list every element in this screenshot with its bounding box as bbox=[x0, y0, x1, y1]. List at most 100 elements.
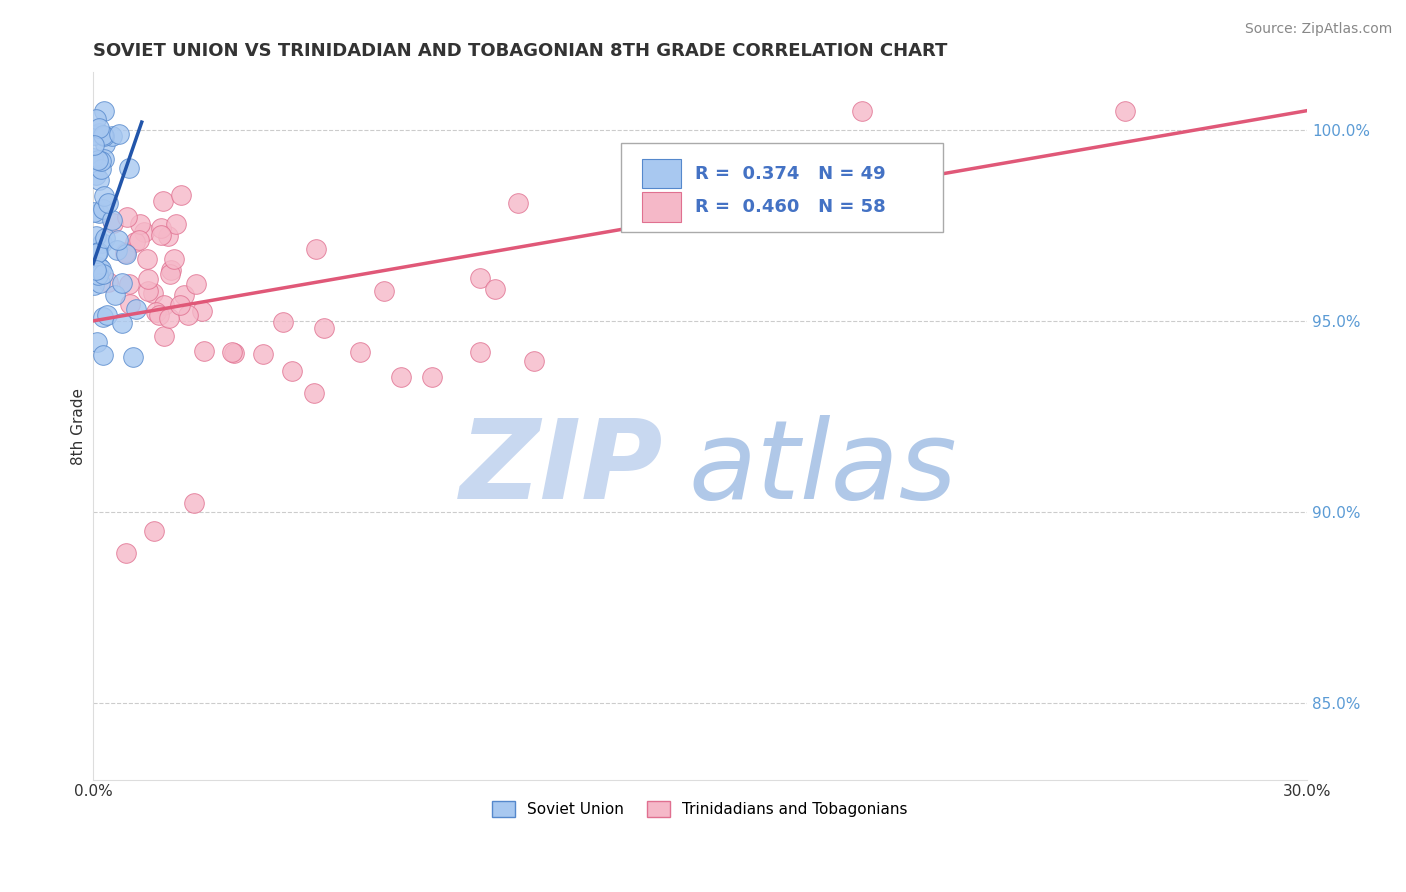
Point bbox=[108, 127, 131, 141]
Legend: Soviet Union, Trinidadians and Tobagonians: Soviet Union, Trinidadians and Tobagonia… bbox=[485, 794, 915, 825]
Point bbox=[468, 270, 491, 285]
Point bbox=[169, 188, 191, 202]
Point bbox=[87, 244, 110, 259]
Point bbox=[94, 137, 117, 152]
Point bbox=[96, 308, 118, 322]
Point bbox=[93, 152, 115, 166]
Point bbox=[105, 243, 128, 257]
FancyBboxPatch shape bbox=[621, 143, 943, 232]
Point bbox=[314, 321, 336, 335]
Point bbox=[252, 347, 274, 361]
Point bbox=[221, 345, 243, 359]
Point bbox=[87, 173, 110, 187]
Text: R =  0.460   N = 58: R = 0.460 N = 58 bbox=[695, 198, 886, 216]
Point bbox=[145, 305, 167, 319]
Point bbox=[111, 317, 134, 331]
Point bbox=[94, 231, 117, 245]
Point bbox=[132, 225, 155, 239]
Point bbox=[90, 262, 112, 277]
Point bbox=[183, 496, 205, 510]
Point bbox=[224, 346, 246, 360]
Point bbox=[157, 311, 180, 326]
Point bbox=[86, 153, 108, 167]
Text: atlas: atlas bbox=[688, 415, 956, 522]
Point bbox=[93, 129, 115, 144]
Point bbox=[83, 277, 105, 292]
Point bbox=[851, 103, 873, 118]
Point bbox=[150, 228, 173, 243]
Point bbox=[91, 348, 114, 362]
Point bbox=[349, 344, 371, 359]
Point bbox=[89, 126, 111, 140]
Point bbox=[148, 308, 170, 322]
Point bbox=[91, 268, 114, 282]
Point bbox=[389, 370, 412, 384]
Point bbox=[91, 310, 114, 325]
Point bbox=[115, 210, 138, 224]
Point bbox=[93, 104, 115, 119]
Point bbox=[84, 262, 107, 277]
Point bbox=[118, 277, 141, 292]
Text: SOVIET UNION VS TRINIDADIAN AND TOBAGONIAN 8TH GRADE CORRELATION CHART: SOVIET UNION VS TRINIDADIAN AND TOBAGONI… bbox=[93, 42, 948, 60]
Point bbox=[111, 276, 134, 290]
Point bbox=[128, 233, 150, 247]
Point bbox=[142, 285, 165, 300]
Point bbox=[86, 334, 108, 349]
Point bbox=[136, 272, 159, 286]
Point bbox=[191, 303, 214, 318]
Point bbox=[160, 262, 183, 277]
Point bbox=[420, 369, 443, 384]
Point bbox=[305, 243, 328, 257]
Point bbox=[103, 216, 125, 230]
FancyBboxPatch shape bbox=[643, 192, 681, 221]
Point bbox=[128, 217, 150, 231]
Point bbox=[118, 161, 141, 175]
Point bbox=[122, 350, 145, 364]
Point bbox=[169, 298, 191, 312]
Point bbox=[86, 246, 108, 260]
Point bbox=[83, 137, 105, 152]
Point bbox=[91, 235, 114, 250]
Point bbox=[114, 546, 136, 560]
Point bbox=[177, 308, 200, 322]
Point bbox=[91, 202, 114, 216]
Point bbox=[470, 345, 492, 359]
Point bbox=[271, 315, 294, 329]
Point bbox=[84, 112, 107, 127]
Point bbox=[523, 354, 546, 368]
Point bbox=[373, 284, 395, 298]
Y-axis label: 8th Grade: 8th Grade bbox=[72, 387, 86, 465]
Point bbox=[163, 252, 186, 266]
Point bbox=[118, 297, 141, 311]
Point bbox=[82, 151, 104, 165]
Point bbox=[86, 229, 108, 244]
Point bbox=[101, 128, 124, 143]
Point bbox=[156, 228, 179, 243]
Point bbox=[89, 276, 111, 290]
Point bbox=[89, 206, 111, 220]
Point bbox=[484, 281, 506, 295]
Point bbox=[115, 245, 138, 260]
Point bbox=[124, 235, 146, 249]
Point bbox=[93, 189, 115, 203]
Point bbox=[648, 196, 671, 211]
Point bbox=[87, 268, 110, 283]
Point bbox=[125, 302, 148, 317]
Point bbox=[87, 121, 110, 136]
Point bbox=[90, 153, 112, 168]
Point bbox=[152, 194, 174, 208]
Point bbox=[153, 298, 176, 312]
Text: Source: ZipAtlas.com: Source: ZipAtlas.com bbox=[1244, 22, 1392, 37]
Point bbox=[186, 277, 208, 291]
Point bbox=[1114, 103, 1136, 118]
Text: R =  0.374   N = 49: R = 0.374 N = 49 bbox=[695, 164, 886, 183]
Point bbox=[159, 268, 181, 282]
Point bbox=[107, 233, 129, 247]
Text: ZIP: ZIP bbox=[460, 415, 664, 522]
Point bbox=[173, 288, 195, 302]
Point bbox=[104, 287, 127, 301]
Point bbox=[281, 364, 304, 378]
Point bbox=[83, 128, 105, 143]
Point bbox=[115, 247, 138, 261]
FancyBboxPatch shape bbox=[643, 159, 681, 188]
